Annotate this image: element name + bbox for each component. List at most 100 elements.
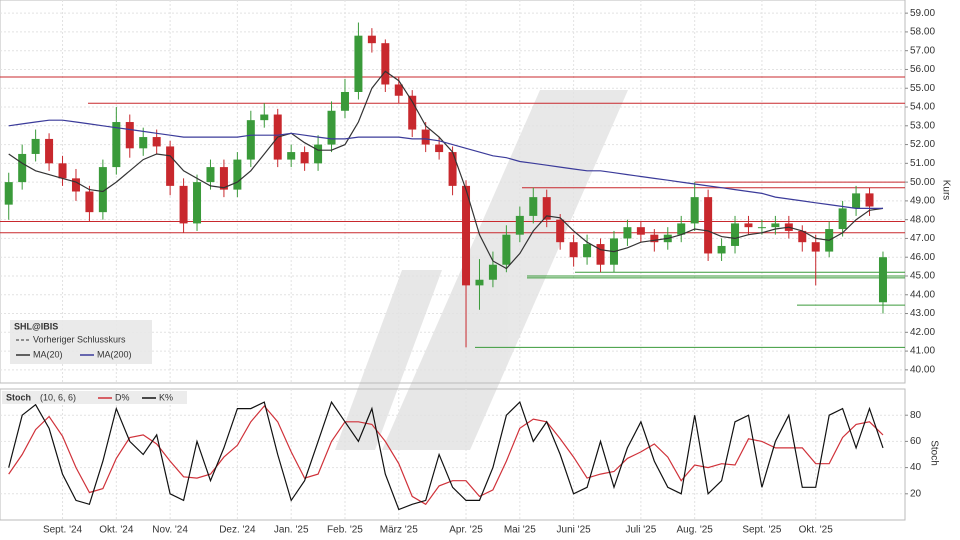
y-tick-label: 44.00 <box>910 289 935 300</box>
legend-entry: MA(20) <box>33 349 63 359</box>
candle-body <box>744 223 753 228</box>
legend-entry: MA(200) <box>97 349 132 359</box>
x-tick-label: März '25 <box>380 525 418 536</box>
candle-body <box>596 244 605 265</box>
candle-body <box>475 279 484 286</box>
candle-body <box>650 234 659 243</box>
x-tick-label: Okt. '24 <box>99 525 134 536</box>
x-tick-label: Mai '25 <box>504 525 536 536</box>
candle-body <box>408 95 417 130</box>
candle-body <box>421 129 430 145</box>
x-tick-label: Jan. '25 <box>274 525 309 536</box>
legend-instrument: SHL@IBIS <box>14 321 58 331</box>
x-tick-label: Okt. '25 <box>799 525 834 536</box>
y-tick-label: 58.00 <box>910 27 935 38</box>
candle-body <box>367 35 376 44</box>
y-tick-label: 40 <box>910 462 922 473</box>
candle-body <box>488 264 497 280</box>
stoch-params: (10, 6, 6) <box>40 392 76 402</box>
stoch-header <box>2 391 187 404</box>
y-tick-label: 51.00 <box>910 158 935 169</box>
y-tick-label: 48.00 <box>910 214 935 225</box>
candle-body <box>260 114 269 121</box>
candle-body <box>569 242 578 258</box>
candle-body <box>529 197 538 216</box>
x-tick-label: Aug. '25 <box>676 525 713 536</box>
candle-body <box>435 144 444 153</box>
x-tick-label: Apr. '25 <box>449 525 483 536</box>
candle-body <box>125 122 134 149</box>
candle-body <box>878 257 887 303</box>
candle-body <box>45 138 54 164</box>
candle-body <box>852 193 861 209</box>
y-tick-label: 49.00 <box>910 196 935 207</box>
y-tick-label: 59.00 <box>910 8 935 19</box>
y-tick-label: 20 <box>910 488 922 499</box>
stoch-line <box>8 400 884 511</box>
candle-body <box>636 227 645 235</box>
candle-body <box>354 35 363 92</box>
candle-body <box>31 138 40 154</box>
stoch-panel <box>0 388 906 521</box>
y-tick-label: 46.00 <box>910 252 935 263</box>
x-tick-label: Sept. '25 <box>742 525 782 536</box>
x-tick-label: Dez. '24 <box>219 525 256 536</box>
candle-body <box>246 120 255 160</box>
y-tick-label: 57.00 <box>910 45 935 56</box>
candle-body <box>340 91 349 111</box>
candle-body <box>287 152 296 160</box>
candle-body <box>690 197 699 224</box>
candle-body <box>798 230 807 243</box>
y-tick-label: 55.00 <box>910 83 935 94</box>
y-tick-label: 45.00 <box>910 271 935 282</box>
y-tick-label: 43.00 <box>910 308 935 319</box>
candle-body <box>233 159 242 190</box>
candle-body <box>704 197 713 254</box>
candle-body <box>838 208 847 230</box>
candle-body <box>677 223 686 235</box>
y-tick-label: 53.00 <box>910 120 935 131</box>
watermark <box>335 90 628 450</box>
candle-body <box>58 163 67 179</box>
candle-body <box>394 84 403 96</box>
candle-body <box>583 244 592 258</box>
y-tick-label: 56.00 <box>910 64 935 75</box>
x-tick-label: Feb. '25 <box>327 525 363 536</box>
y-tick-label: 42.00 <box>910 327 935 338</box>
y-tick-label: 41.00 <box>910 346 935 357</box>
candle-body <box>206 167 215 183</box>
y-tick-label: 47.00 <box>910 233 935 244</box>
x-tick-label: Sept. '24 <box>43 525 83 536</box>
candle-body <box>152 137 161 147</box>
stoch-title: Stoch <box>6 392 31 402</box>
y-tick-label: 80 <box>910 410 922 421</box>
candle-body <box>85 191 94 213</box>
y-axis-title: Stoch <box>928 440 939 466</box>
y-tick-label: 60 <box>910 436 922 447</box>
candle-body <box>462 185 471 286</box>
legend-entry: D% <box>115 392 130 402</box>
candle-body <box>314 144 323 164</box>
candle-body <box>381 43 390 85</box>
candle-body <box>139 137 148 149</box>
candle-body <box>623 227 632 239</box>
candle-body <box>18 153 27 183</box>
stoch-line <box>8 405 884 506</box>
ma-line <box>8 119 883 209</box>
candle-body <box>771 223 780 228</box>
candle-body <box>300 152 309 164</box>
y-tick-label: 40.00 <box>910 364 935 375</box>
x-tick-label: Juni '25 <box>557 525 592 536</box>
candle-body <box>219 167 228 190</box>
ma-line <box>8 70 884 270</box>
candle-body <box>193 182 202 224</box>
legend-box <box>10 320 152 364</box>
y-tick-label: 50.00 <box>910 177 935 188</box>
legend-entry: K% <box>159 392 173 402</box>
candle-body <box>98 167 107 213</box>
candle-body <box>112 122 121 168</box>
candle-body <box>811 242 820 252</box>
candle-body <box>327 110 336 145</box>
x-tick-label: Nov. '24 <box>152 525 188 536</box>
